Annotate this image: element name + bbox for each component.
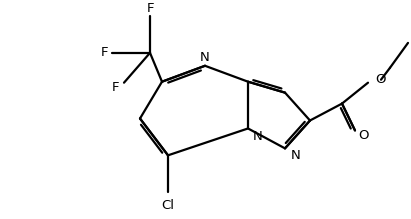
- Text: Cl: Cl: [162, 199, 175, 212]
- Text: N: N: [253, 130, 263, 143]
- Text: F: F: [111, 81, 119, 94]
- Text: F: F: [100, 46, 108, 59]
- Text: O: O: [358, 129, 368, 142]
- Text: N: N: [200, 51, 210, 64]
- Text: F: F: [146, 2, 154, 15]
- Text: O: O: [375, 73, 386, 86]
- Text: N: N: [291, 149, 301, 162]
